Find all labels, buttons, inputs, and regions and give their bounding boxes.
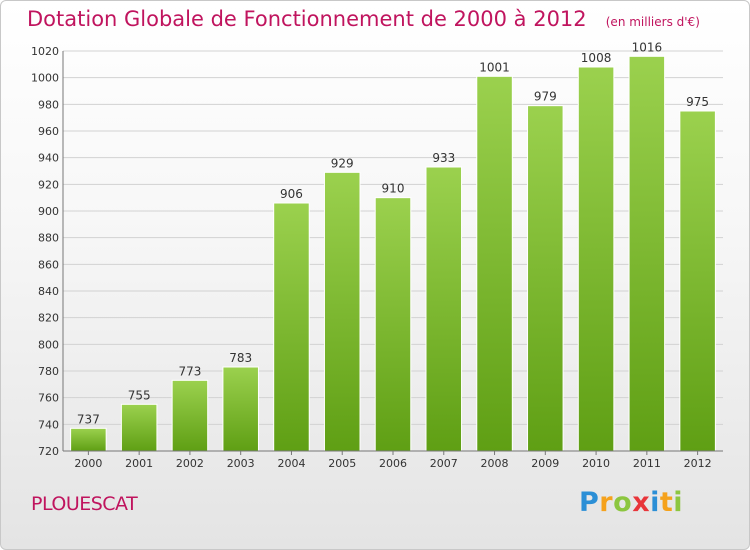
bar-2005 (323, 171, 361, 452)
y-tick-label: 960 (38, 125, 59, 138)
y-tick-label: 1020 (31, 45, 59, 58)
y-tick-label: 780 (38, 365, 59, 378)
unit-note: (en milliers d'€) (605, 15, 700, 29)
y-tick-label: 940 (38, 152, 59, 165)
title-row: Dotation Globale de Fonctionnement de 20… (27, 7, 700, 31)
logo-letter: P (579, 487, 600, 518)
bar-2009 (527, 105, 564, 452)
value-label: 1001 (479, 60, 510, 74)
logo-letter: o (613, 487, 633, 518)
value-label: 1016 (632, 40, 663, 54)
y-tick-label: 820 (38, 312, 59, 325)
x-tick-label: 2005 (328, 457, 356, 470)
bar-2011 (628, 55, 666, 452)
bar-2006 (374, 197, 412, 452)
proxiti-logo: Proxiti (579, 487, 683, 518)
x-tick-label: 2012 (684, 457, 712, 470)
logo-letter: t (659, 487, 674, 518)
label-layer: 737 755 773 783 906 929 910 933 1001 979 1008 1016 9… (77, 40, 709, 426)
value-label: 933 (432, 151, 455, 165)
value-label: 737 (77, 412, 100, 426)
bar-2003 (222, 366, 259, 452)
y-tick-label: 840 (38, 285, 59, 298)
x-tick-label: 2000 (74, 457, 102, 470)
bar-2007 (425, 166, 463, 452)
value-label: 773 (178, 364, 201, 378)
value-label: 755 (128, 388, 151, 402)
bar-2012 (679, 110, 716, 452)
x-tick-label: 2009 (531, 457, 559, 470)
logo-letter: x (632, 487, 651, 518)
value-label: 910 (382, 182, 405, 196)
y-tick-label: 720 (38, 445, 59, 458)
y-tick-label: 900 (38, 205, 59, 218)
bar-2000 (70, 427, 107, 452)
y-tick-label: 760 (38, 392, 59, 405)
x-tick-label: 2003 (227, 457, 255, 470)
y-tick-label: 980 (38, 98, 59, 111)
bar-2002 (171, 379, 209, 452)
value-label: 906 (280, 187, 303, 201)
x-tick-label: 2007 (430, 457, 458, 470)
y-tick-label: 860 (38, 258, 59, 271)
x-tick-label: 2010 (582, 457, 610, 470)
logo-letter: i (650, 487, 660, 518)
logo-letter: i (673, 487, 684, 518)
value-label: 1008 (581, 51, 612, 65)
x-tick-label: 2006 (379, 457, 407, 470)
x-tick-label: 2011 (633, 457, 661, 470)
y-tick-label: 740 (38, 418, 59, 431)
chart-title: Dotation Globale de Fonctionnement de 20… (27, 7, 587, 31)
bar-layer (70, 55, 716, 452)
y-tick-label: 880 (38, 232, 59, 245)
value-label: 783 (229, 351, 252, 365)
bar-2004 (273, 202, 310, 452)
bar-2010 (577, 66, 615, 452)
logo-letter: r (599, 487, 614, 518)
place-name: PLOUESCAT (31, 493, 138, 515)
axis-layer: 720 740 760 780 800 820 840 860 880 900 920 940 960 9… (31, 45, 723, 470)
value-label: 975 (686, 95, 709, 109)
x-tick-label: 2002 (176, 457, 204, 470)
value-label: 979 (534, 90, 557, 104)
value-label: 929 (331, 156, 354, 170)
x-tick-label: 2008 (481, 457, 509, 470)
x-tick-label: 2004 (277, 457, 305, 470)
x-tick-label: 2001 (125, 457, 153, 470)
bar-2008 (476, 75, 513, 452)
y-tick-label: 920 (38, 178, 59, 191)
bar-2001 (120, 403, 158, 452)
y-tick-label: 800 (38, 338, 59, 351)
y-tick-label: 1000 (31, 72, 59, 85)
